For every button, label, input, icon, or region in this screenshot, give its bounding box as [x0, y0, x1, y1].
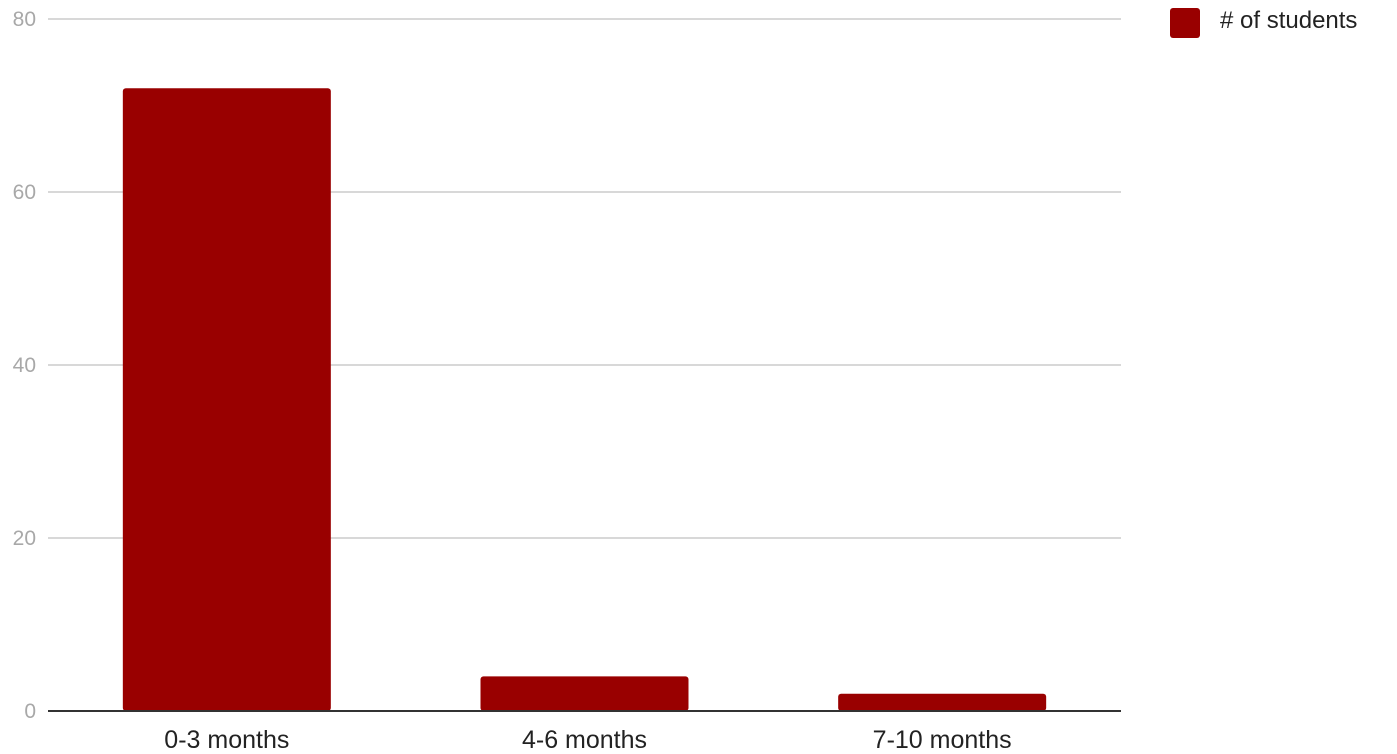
- x-axis-tick-labels: 0-3 months 4-6 months 7-10 months: [164, 726, 1011, 754]
- y-tick-label-60: 60: [13, 181, 36, 204]
- bar-4-6-months: [480, 676, 689, 711]
- legend-label-students: # of students: [1220, 7, 1357, 34]
- y-axis-tick-labels: 0 20 40 60 80: [13, 8, 36, 723]
- legend-swatch-students: [1170, 8, 1200, 38]
- legend: # of students: [1170, 7, 1357, 38]
- x-tick-label-0-3-months: 0-3 months: [164, 726, 289, 754]
- x-tick-label-4-6-months: 4-6 months: [522, 726, 647, 754]
- y-tick-label-20: 20: [13, 527, 36, 550]
- y-tick-label-80: 80: [13, 8, 36, 31]
- y-tick-label-0: 0: [24, 700, 36, 723]
- x-tick-label-7-10-months: 7-10 months: [873, 726, 1012, 754]
- y-tick-label-40: 40: [13, 354, 36, 377]
- bar-0-3-months: [122, 88, 331, 711]
- bar-7-10-months: [838, 693, 1047, 711]
- bars: [122, 88, 1047, 711]
